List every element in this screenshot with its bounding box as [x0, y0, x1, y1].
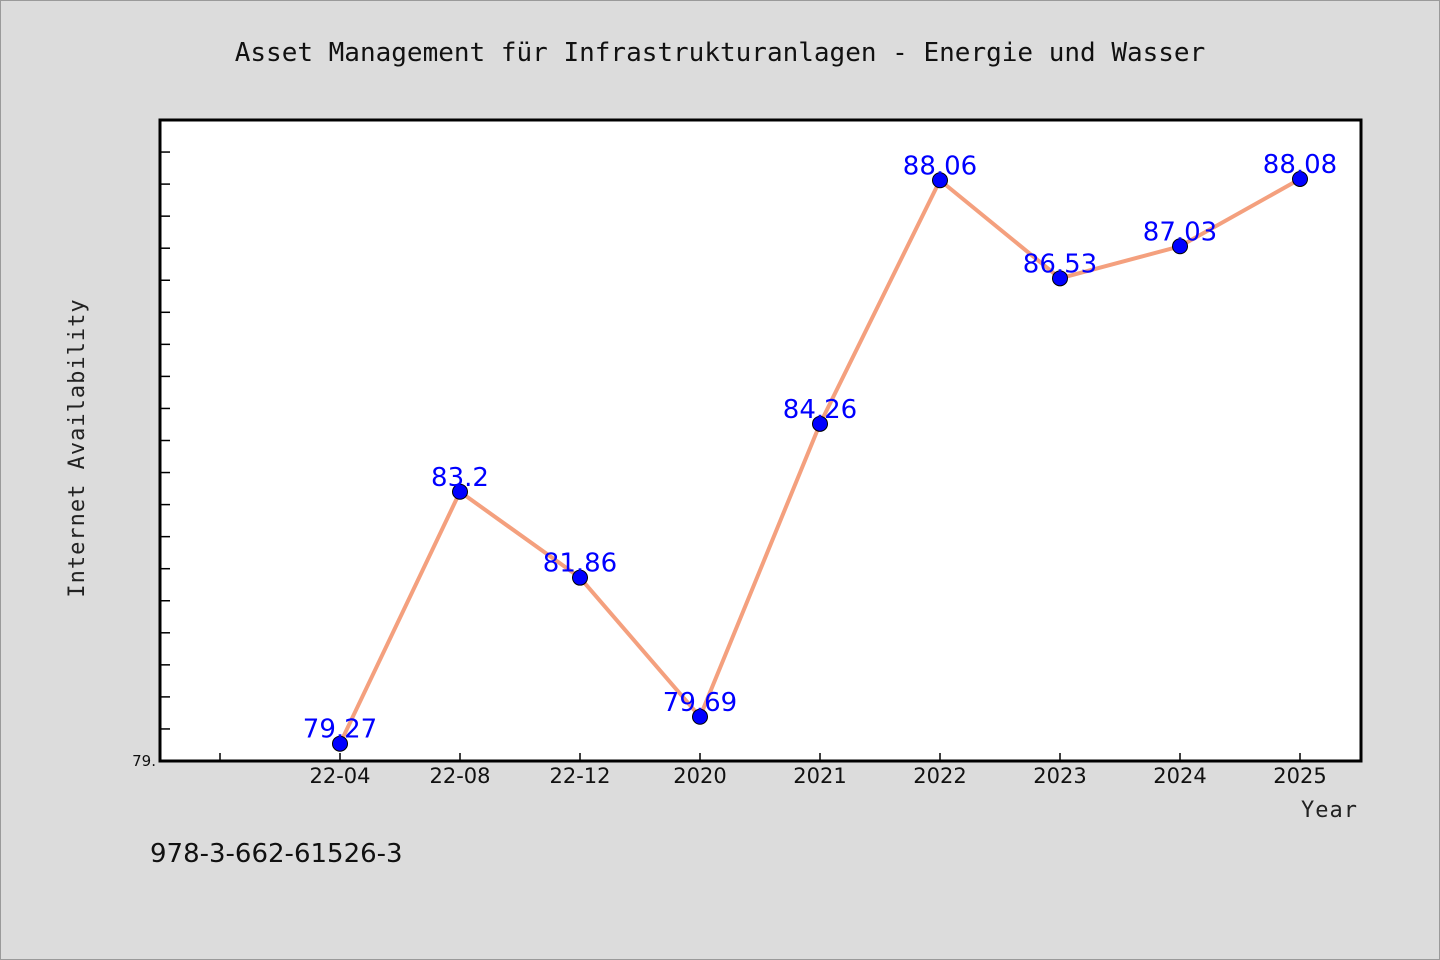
x-tick-label: 2024	[1153, 764, 1206, 788]
footnote-isbn: 978-3-662-61526-3	[150, 839, 403, 869]
x-tick-label: 2020	[673, 764, 726, 788]
data-label: 87.03	[1143, 217, 1217, 247]
y-axis-min-label: 79.	[132, 752, 156, 770]
data-point	[1292, 170, 1308, 187]
data-point	[572, 569, 588, 586]
x-tick-label: 22-08	[429, 764, 490, 788]
data-point	[1052, 270, 1068, 287]
data-label: 79.69	[663, 688, 737, 718]
data-label: 81.86	[543, 549, 617, 579]
x-tick-label: 2025	[1273, 764, 1326, 788]
data-point	[452, 483, 468, 500]
chart-title: Asset Management für Infrastrukturanlage…	[235, 38, 1206, 68]
x-tick-label: 2021	[793, 764, 846, 788]
data-label: 86.53	[1023, 249, 1097, 279]
x-tick-label: 22-04	[309, 764, 370, 788]
y-axis-ticks	[160, 119, 170, 762]
x-tick-label: 2022	[913, 764, 966, 788]
data-label: 84.26	[783, 395, 857, 425]
data-labels-group: 79.27 83.2 81.86 79.69 84.26 88.06 86.53 87.03 8…	[303, 150, 1337, 745]
data-label: 88.06	[903, 151, 977, 181]
data-point	[332, 735, 348, 752]
data-label: 83.2	[431, 463, 489, 493]
data-label: 79.27	[303, 715, 377, 745]
data-point	[812, 415, 828, 432]
markers-group	[332, 170, 1308, 752]
data-point	[932, 172, 948, 189]
x-axis-ticks: 22-04 22-08 22-12 2020 2021 2022 2023 2024 2025	[219, 753, 1327, 788]
x-tick-label: 2023	[1033, 764, 1086, 788]
plot-area	[158, 118, 1363, 763]
data-point	[1172, 238, 1188, 255]
data-point	[692, 708, 708, 725]
data-label: 88.08	[1263, 150, 1337, 180]
x-tick-label: 22-12	[549, 764, 610, 788]
y-axis-title: Internet Availability	[65, 298, 90, 597]
x-axis-title: Year	[1301, 798, 1358, 823]
